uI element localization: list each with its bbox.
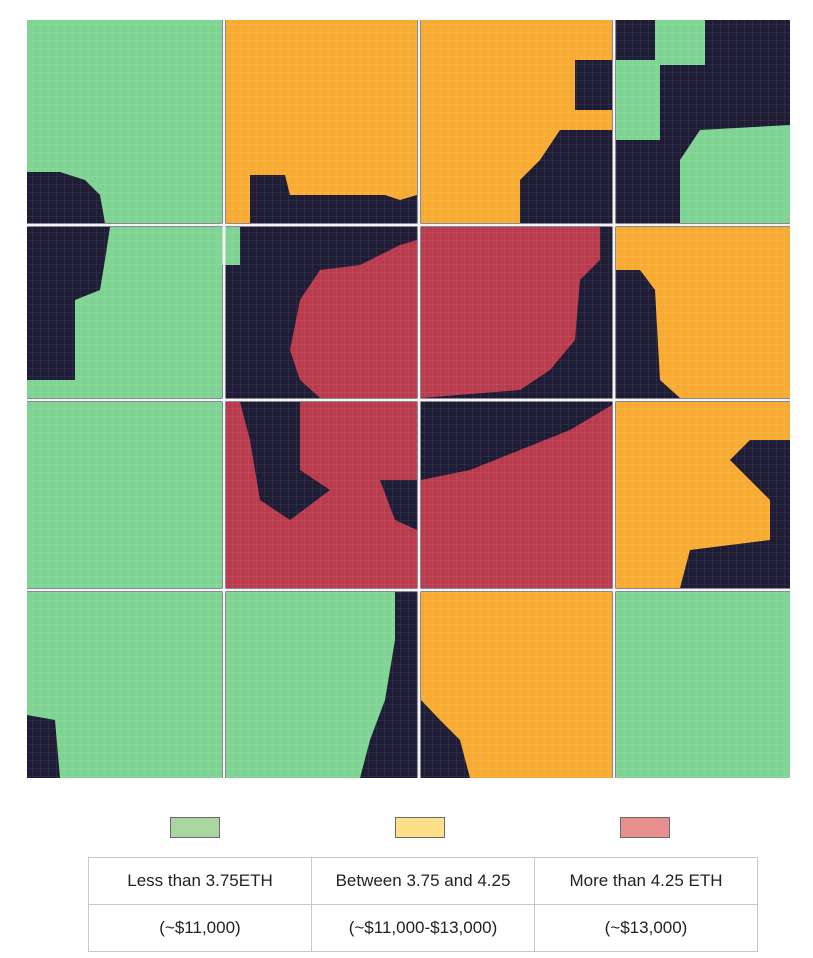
legend-row-usd: (~$11,000) (~$11,000-$13,000) (~$13,000) [88,904,758,952]
legend-high-usd: (~$13,000) [534,904,758,952]
legend-table: Less than 3.75ETH Between 3.75 and 4.25 … [88,857,758,952]
legend-swatch-mid [395,817,445,838]
sector-dividers [27,20,790,778]
legend-mid-usd: (~$11,000-$13,000) [311,904,535,952]
legend-high-eth: More than 4.25 ETH [534,857,758,905]
legend-low-usd: (~$11,000) [88,904,312,952]
legend-swatch-low [170,817,220,838]
legend-low-eth: Less than 3.75ETH [88,857,312,905]
land-price-map [27,20,790,778]
legend-row-eth: Less than 3.75ETH Between 3.75 and 4.25 … [88,857,758,905]
legend-mid-eth: Between 3.75 and 4.25 [311,857,535,905]
legend-swatch-high [620,817,670,838]
